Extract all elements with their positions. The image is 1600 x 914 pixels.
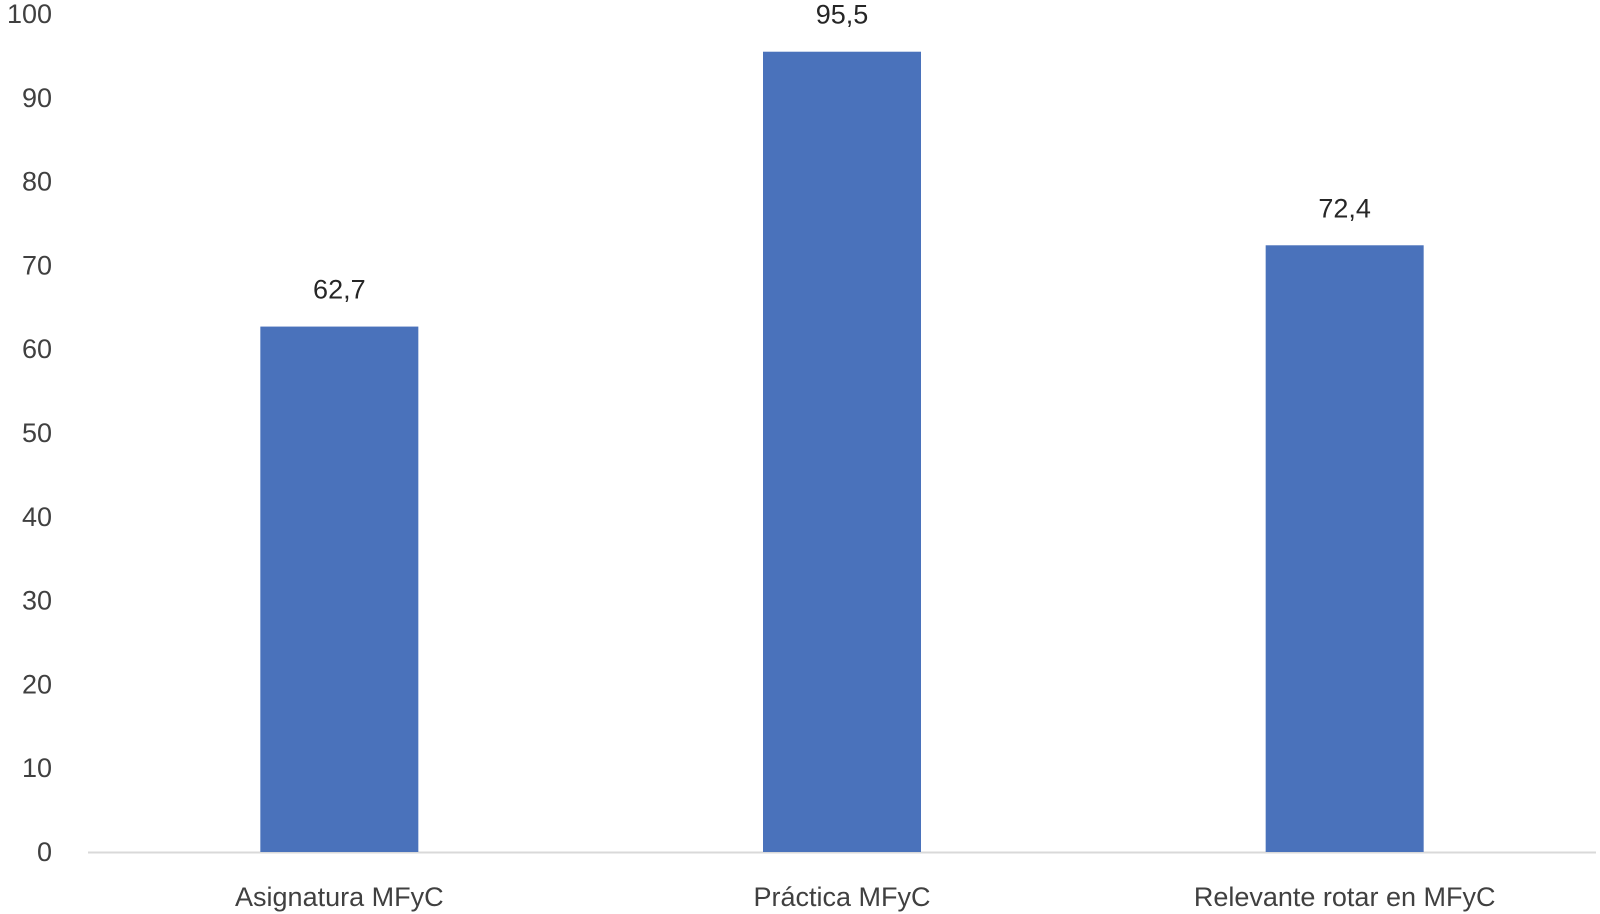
category-labels: Asignatura MFyC Práctica MFyC Relevante ro… [235, 882, 1495, 912]
data-label-1: 62,7 [313, 275, 366, 305]
y-tick-label: 30 [22, 586, 52, 616]
data-label-3: 72,4 [1318, 193, 1371, 223]
bar-2 [763, 51, 921, 852]
y-tick-label: 70 [22, 250, 52, 280]
bar-3 [1265, 245, 1424, 853]
y-tick-label: 60 [22, 334, 52, 364]
y-tick-label: 10 [22, 753, 52, 783]
y-tick-label: 0 [37, 837, 52, 867]
y-tick-label: 40 [22, 502, 52, 532]
y-tick-label: 100 [7, 0, 52, 29]
y-axis-ticks: 0 10 20 30 40 50 60 70 80 90 100 [7, 0, 52, 867]
y-tick-label: 90 [22, 83, 52, 113]
bars [260, 51, 1424, 853]
data-labels: 62,7 95,5 72,4 [313, 0, 1371, 305]
y-tick-label: 20 [22, 669, 52, 699]
category-label-1: Asignatura MFyC [235, 882, 444, 912]
y-tick-label: 80 [22, 167, 52, 197]
y-tick-label: 50 [22, 418, 52, 448]
category-label-2: Práctica MFyC [753, 882, 930, 912]
data-label-2: 95,5 [816, 0, 869, 30]
bar-1 [260, 326, 419, 853]
category-label-3: Relevante rotar en MFyC [1194, 882, 1496, 912]
